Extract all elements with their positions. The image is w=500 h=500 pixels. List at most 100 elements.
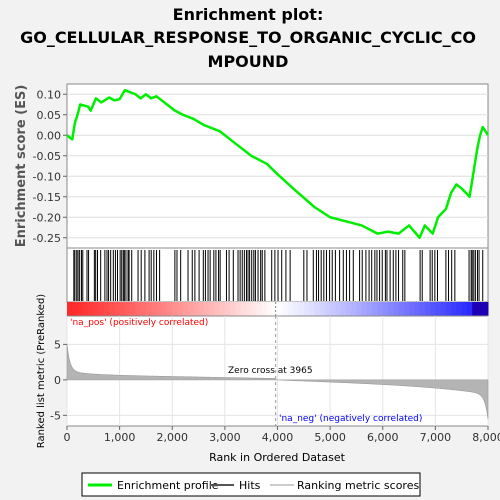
es-y-axis-label: Enrichment score (ES) — [14, 85, 29, 248]
es-y-tick-label: -0.05 — [33, 150, 61, 163]
rank-gradient-segment — [161, 302, 168, 316]
rank-gradient-segment — [288, 302, 294, 316]
rank-gradient-segment — [451, 302, 457, 316]
legend-ranking-label: Ranking metric scores — [297, 479, 419, 492]
rank-gradient-segment — [88, 302, 94, 316]
rank-gradient-segment — [135, 302, 142, 316]
x-tick-label: 0 — [64, 431, 71, 444]
chart-title-line-3: MPOUND — [208, 52, 289, 71]
rank-gradient-segment — [398, 302, 405, 316]
rank-gradient-segment — [335, 302, 342, 316]
rank-gradient-segment — [324, 302, 331, 316]
rank-gradient-segment — [114, 302, 121, 316]
rank-gradient-segment — [151, 302, 157, 316]
rank-gradient-segment — [214, 302, 221, 316]
es-gridlines — [67, 93, 488, 239]
pos-correlated-label: 'na_pos' (positively correlated) — [70, 318, 208, 328]
rank-gradient-segment — [440, 302, 447, 316]
rank-gradient-segment — [230, 302, 236, 316]
hits-panel — [66, 247, 489, 303]
rank-gradient-segment — [251, 302, 257, 316]
rank-gradient-segment — [245, 302, 252, 316]
x-tick-label: 2,000 — [157, 431, 189, 444]
rank-gradient-segment — [172, 302, 179, 316]
rank-y-axis: 5 0 -5 — [50, 338, 67, 422]
rank-gradient-segment — [477, 302, 484, 316]
x-axis-label: Rank in Ordered Dataset — [209, 451, 346, 464]
enrichment-profile — [66, 88, 490, 239]
rank-gradient-segment — [77, 302, 84, 316]
legend-box — [81, 472, 421, 497]
rank-gradient-segment — [166, 302, 173, 316]
rank-gradient-segment — [456, 302, 463, 316]
rank-gradient-segment — [82, 302, 89, 316]
rank-gradient-segment — [466, 302, 473, 316]
rank-gradient-segment — [177, 302, 184, 316]
neg-correlated-label: 'na_neg' (negatively correlated) — [279, 414, 422, 424]
rank-gradient-segment — [203, 302, 210, 316]
rank-gradient-bar — [67, 302, 489, 316]
rank-gradient-segment — [103, 302, 110, 316]
es-y-tick-label: -0.15 — [33, 191, 61, 204]
rank-gradient-segment — [240, 302, 247, 316]
rank-gradient-segment — [67, 302, 73, 316]
rank-gradient-segment — [356, 302, 363, 316]
rank-gradient-segment — [193, 302, 200, 316]
x-tick-label: 1,000 — [104, 431, 136, 444]
rank-gradient-segment — [482, 302, 489, 316]
x-axis: 0 1,000 2,000 3,000 4,000 5,000 6,000 7,000 8,00… — [64, 426, 500, 444]
rank-gradient-segment — [182, 302, 189, 316]
rank-gradient-segment — [98, 302, 105, 316]
rank-gradient-segment — [445, 302, 452, 316]
rank-gradient-segment — [256, 302, 263, 316]
rank-gradient-segment — [330, 302, 336, 316]
rank-gradient-segment — [361, 302, 368, 316]
rank-gradient-segment — [372, 302, 378, 316]
rank-gradient-segment — [303, 302, 310, 316]
ranking-metric-area — [66, 343, 489, 419]
legend-hits-label: Hits — [239, 479, 261, 492]
rank-gradient-segment — [266, 302, 273, 316]
rank-gradient-segment — [472, 302, 478, 316]
rank-gradient-segment — [382, 302, 389, 316]
rank-gradient-segment — [198, 302, 205, 316]
rank-gradient-segment — [340, 302, 347, 316]
rank-gradient-segment — [224, 302, 231, 316]
rank-y-tick-label: 0 — [54, 374, 61, 387]
es-y-tick-label: -0.20 — [33, 211, 61, 224]
es-y-tick-label: 0.10 — [37, 88, 62, 101]
rank-gradient-segment — [414, 302, 421, 316]
rank-gradient-segment — [119, 302, 126, 316]
rank-gradient-segment — [435, 302, 442, 316]
rank-y-tick-label: 5 — [54, 338, 61, 351]
hit-lines — [73, 250, 484, 301]
rank-gradient-segment — [277, 302, 284, 316]
rank-gradient-segment — [409, 302, 415, 316]
rank-gradient-segment — [424, 302, 431, 316]
ranking-metric-path — [66, 343, 489, 419]
rank-gradient-segment — [261, 302, 268, 316]
es-y-tick-label: 0.05 — [37, 109, 62, 122]
rank-y-axis-label: Ranked list metric (PreRanked) — [36, 294, 47, 448]
rank-gradient-segment — [377, 302, 384, 316]
rank-gradient-segment — [188, 302, 194, 316]
rank-gradient-segment — [145, 302, 152, 316]
es-y-tick-label: 0.00 — [37, 129, 62, 142]
chart-title-line-1: Enrichment plot: — [173, 5, 324, 24]
rank-gradient-segment — [235, 302, 242, 316]
rank-gradient-segment — [293, 302, 300, 316]
rank-gradient-segment — [351, 302, 357, 316]
enrichment-profile-line — [66, 88, 490, 239]
rank-gradient-segment — [93, 302, 100, 316]
x-tick-label: 7,000 — [420, 431, 452, 444]
rank-gradient-segment — [393, 302, 400, 316]
rank-y-tick-label: -5 — [50, 409, 61, 422]
rank-gradient-segment — [419, 302, 426, 316]
rank-gradient-segment — [366, 302, 373, 316]
x-tick-label: 4,000 — [262, 431, 294, 444]
chart-title-line-2: GO_CELLULAR_RESPONSE_TO_ORGANIC_CYCLIC_C… — [20, 28, 476, 47]
rank-gradient-segment — [109, 302, 115, 316]
es-panel — [66, 83, 489, 249]
rank-gradient-segment — [130, 302, 136, 316]
